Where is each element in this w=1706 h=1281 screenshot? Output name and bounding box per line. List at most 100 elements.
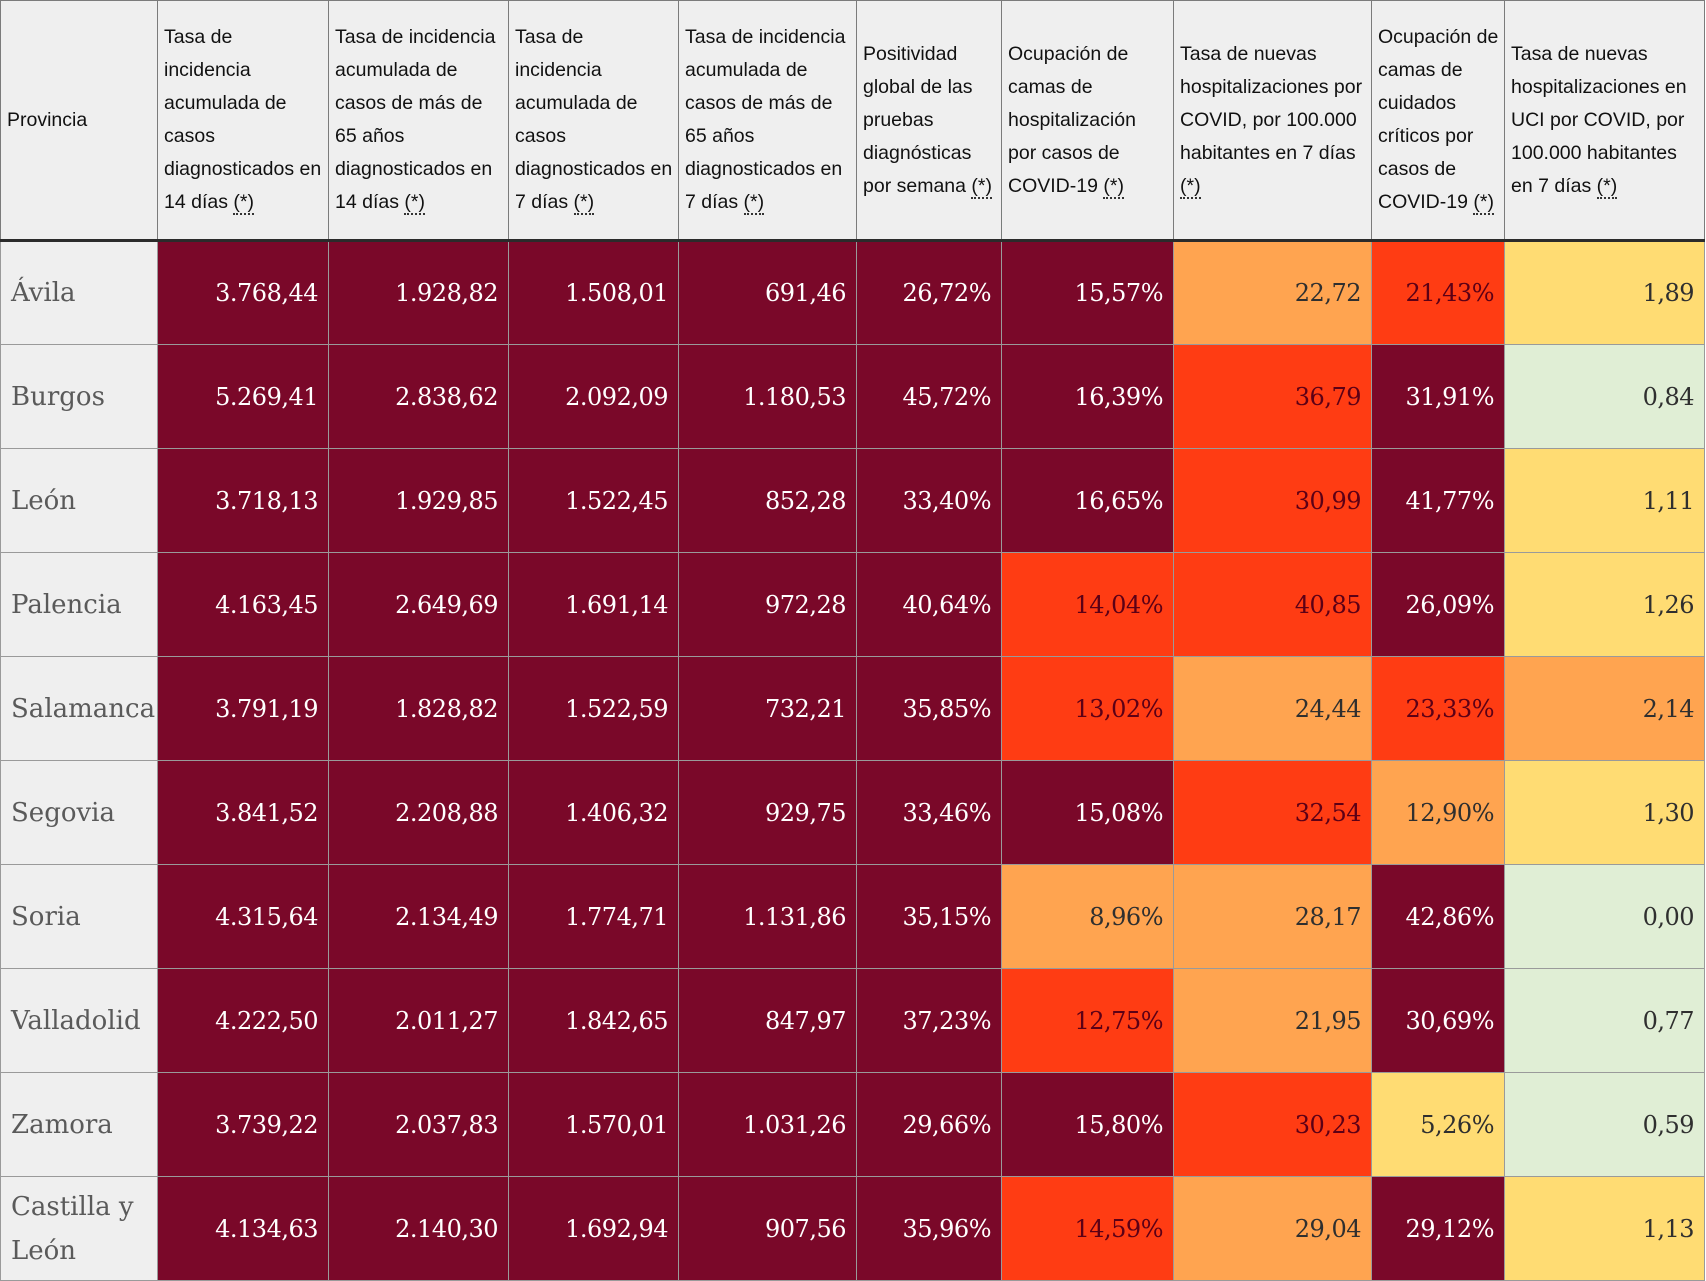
value-cell: 1.691,14 <box>508 552 679 657</box>
value-cell: 3.791,19 <box>157 656 329 761</box>
value-cell: 1.828,82 <box>328 656 509 761</box>
table-row: Segovia 3.841,52 2.208,88 1.406,32 929,75 33,… <box>0 760 1705 865</box>
value-cell: 26,09% <box>1371 552 1505 657</box>
column-header-label: Tasa de nuevas hospitalizaciones por COV… <box>1180 42 1363 164</box>
value-cell: 1.031,26 <box>678 1072 857 1177</box>
value-cell: 30,69% <box>1371 968 1505 1073</box>
column-header-provincia: Provincia <box>0 0 158 242</box>
value-cell: 1.842,65 <box>508 968 679 1073</box>
value-cell: 1,13 <box>1504 1176 1705 1281</box>
column-header-label: Ocupación de camas de hospitalización po… <box>1008 42 1136 197</box>
value-cell: 907,56 <box>678 1176 857 1281</box>
column-header-3: Tasa de incidencia acumulada de casos di… <box>508 0 679 242</box>
footnote-link[interactable]: (*) <box>971 174 992 199</box>
column-header-label: Positividad global de las pruebas diagnó… <box>863 42 973 197</box>
value-cell: 31,91% <box>1371 344 1505 449</box>
value-cell: 42,86% <box>1371 864 1505 969</box>
value-cell: 45,72% <box>856 344 1002 449</box>
footnote-link[interactable]: (*) <box>1473 191 1494 215</box>
value-cell: 1.180,53 <box>678 344 857 449</box>
table-row: Palencia 4.163,45 2.649,69 1.691,14 972,28 40… <box>0 552 1705 657</box>
table-row: León 3.718,13 1.929,85 1.522,45 852,28 33,40%… <box>0 448 1705 553</box>
footnote-link[interactable]: (*) <box>404 191 425 215</box>
value-cell: 3.718,13 <box>157 448 329 553</box>
column-header-label: Tasa de incidencia acumulada de casos de… <box>335 26 496 213</box>
value-cell: 691,46 <box>678 240 857 345</box>
column-header-5: Positividad global de las pruebas diagnó… <box>856 0 1002 242</box>
value-cell: 16,39% <box>1001 344 1174 449</box>
value-cell: 5.269,41 <box>157 344 329 449</box>
footnote-link[interactable]: (*) <box>573 191 595 215</box>
value-cell: 4.222,50 <box>157 968 329 1073</box>
value-cell: 29,12% <box>1371 1176 1505 1281</box>
column-header-4: Tasa de incidencia acumulada de casos de… <box>678 0 857 242</box>
column-header-2: Tasa de incidencia acumulada de casos de… <box>328 0 509 242</box>
value-cell: 1,89 <box>1504 240 1705 345</box>
column-header-8: Ocupación de camas de cuidados críticos … <box>1371 0 1505 242</box>
table-row: Castilla y León 4.134,63 2.140,30 1.692,94 9… <box>0 1176 1705 1281</box>
province-cell: Zamora <box>0 1072 158 1177</box>
value-cell: 1.508,01 <box>508 240 679 345</box>
value-cell: 1,11 <box>1504 448 1705 553</box>
value-cell: 29,66% <box>856 1072 1002 1177</box>
value-cell: 15,08% <box>1001 760 1174 865</box>
value-cell: 4.315,64 <box>157 864 329 969</box>
table-row: Valladolid 4.222,50 2.011,27 1.842,65 847,97… <box>0 968 1705 1073</box>
value-cell: 12,90% <box>1371 760 1505 865</box>
column-header-label: Tasa de incidencia acumulada de casos de… <box>685 26 846 213</box>
table-row: Burgos 5.269,41 2.838,62 2.092,09 1.180,53 45… <box>0 344 1705 449</box>
value-cell: 0,84 <box>1504 344 1705 449</box>
footnote-link[interactable]: (*) <box>743 191 765 215</box>
value-cell: 15,57% <box>1001 240 1174 345</box>
column-header-9: Tasa de nuevas hospitalizaciones en UCI … <box>1504 0 1705 242</box>
value-cell: 1.928,82 <box>328 240 509 345</box>
value-cell: 32,54 <box>1173 760 1372 865</box>
province-cell: Burgos <box>0 344 158 449</box>
value-cell: 41,77% <box>1371 448 1505 553</box>
footnote-link[interactable]: (*) <box>233 191 254 215</box>
value-cell: 1,30 <box>1504 760 1705 865</box>
value-cell: 2.092,09 <box>508 344 679 449</box>
value-cell: 1.570,01 <box>508 1072 679 1177</box>
value-cell: 852,28 <box>678 448 857 553</box>
province-cell: León <box>0 448 158 553</box>
value-cell: 2,14 <box>1504 656 1705 761</box>
value-cell: 28,17 <box>1173 864 1372 969</box>
value-cell: 40,64% <box>856 552 1002 657</box>
value-cell: 40,85 <box>1173 552 1372 657</box>
value-cell: 30,23 <box>1173 1072 1372 1177</box>
value-cell: 35,15% <box>856 864 1002 969</box>
value-cell: 21,95 <box>1173 968 1372 1073</box>
value-cell: 2.011,27 <box>328 968 509 1073</box>
column-header-7: Tasa de nuevas hospitalizaciones por COV… <box>1173 0 1372 242</box>
value-cell: 37,23% <box>856 968 1002 1073</box>
value-cell: 2.208,88 <box>328 760 509 865</box>
footnote-link[interactable]: (*) <box>1180 174 1201 199</box>
column-header-6: Ocupación de camas de hospitalización po… <box>1001 0 1174 242</box>
value-cell: 35,96% <box>856 1176 1002 1281</box>
value-cell: 2.649,69 <box>328 552 509 657</box>
footnote-link[interactable]: (*) <box>1596 174 1618 199</box>
value-cell: 4.163,45 <box>157 552 329 657</box>
value-cell: 33,46% <box>856 760 1002 865</box>
value-cell: 2.140,30 <box>328 1176 509 1281</box>
province-cell: Palencia <box>0 552 158 657</box>
value-cell: 1.406,32 <box>508 760 679 865</box>
table-row: Zamora 3.739,22 2.037,83 1.570,01 1.031,26 29… <box>0 1072 1705 1177</box>
value-cell: 929,75 <box>678 760 857 865</box>
province-cell: Ávila <box>0 240 158 345</box>
value-cell: 3.739,22 <box>157 1072 329 1177</box>
value-cell: 972,28 <box>678 552 857 657</box>
value-cell: 8,96% <box>1001 864 1174 969</box>
value-cell: 1.522,45 <box>508 448 679 553</box>
table-row: Ávila 3.768,44 1.928,82 1.508,01 691,46 26,72… <box>0 240 1705 345</box>
value-cell: 14,04% <box>1001 552 1174 657</box>
value-cell: 3.768,44 <box>157 240 329 345</box>
column-header-label: Provincia <box>7 108 88 131</box>
footnote-link[interactable]: (*) <box>1103 174 1124 199</box>
value-cell: 0,59 <box>1504 1072 1705 1177</box>
value-cell: 0,00 <box>1504 864 1705 969</box>
value-cell: 2.838,62 <box>328 344 509 449</box>
column-header-label: Tasa de incidencia acumulada de casos di… <box>164 26 322 213</box>
